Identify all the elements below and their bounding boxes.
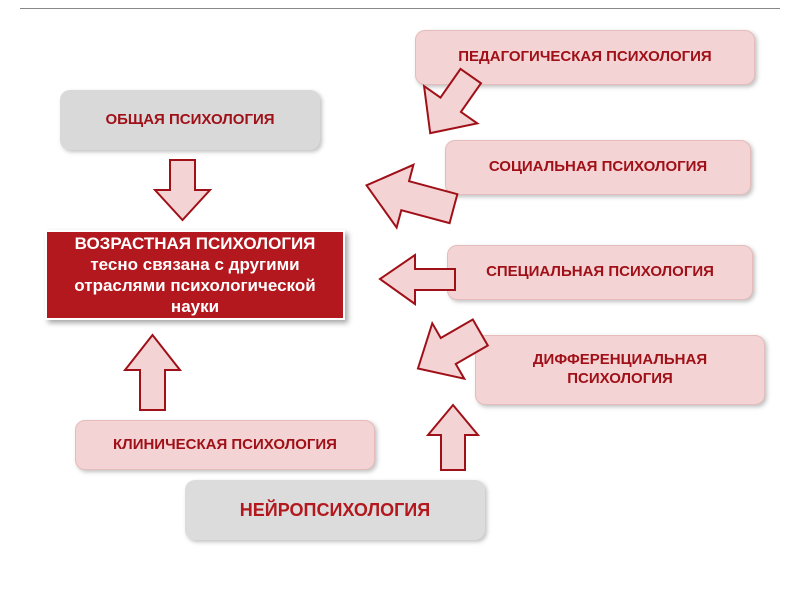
node-general: ОБЩАЯ ПСИХОЛОГИЯ <box>60 90 320 150</box>
node-general-label: ОБЩАЯ ПСИХОЛОГИЯ <box>105 111 274 130</box>
arrow-social-icon <box>365 160 455 235</box>
node-clinical-label: КЛИНИЧЕСКАЯ ПСИХОЛОГИЯ <box>113 436 337 455</box>
node-differential: ДИФФЕРЕНЦИАЛЬНАЯ ПСИХОЛОГИЯ <box>475 335 765 405</box>
arrow-general-down-icon <box>155 160 210 220</box>
arrow-differential-icon <box>410 310 490 390</box>
arrow-neuro-up-icon <box>428 405 478 470</box>
node-special: СПЕЦИАЛЬНАЯ ПСИХОЛОГИЯ <box>447 245 753 300</box>
arrow-special-icon <box>380 252 455 307</box>
node-pedagogical-label: ПЕДАГОГИЧЕСКАЯ ПСИХОЛОГИЯ <box>458 48 711 67</box>
node-center: ВОЗРАСТНАЯ ПСИХОЛОГИЯ тесно связана с др… <box>45 230 345 320</box>
arrow-pedagogical-icon <box>410 60 495 145</box>
node-neuro-label: НЕЙРОПСИХОЛОГИЯ <box>240 499 430 522</box>
node-special-label: СПЕЦИАЛЬНАЯ ПСИХОЛОГИЯ <box>486 263 714 282</box>
node-neuro: НЕЙРОПСИХОЛОГИЯ <box>185 480 485 540</box>
node-center-label: ВОЗРАСТНАЯ ПСИХОЛОГИЯ тесно связана с др… <box>57 233 333 318</box>
top-divider <box>20 8 780 9</box>
node-social: СОЦИАЛЬНАЯ ПСИХОЛОГИЯ <box>445 140 751 195</box>
node-differential-label: ДИФФЕРЕНЦИАЛЬНАЯ ПСИХОЛОГИЯ <box>486 351 754 389</box>
arrow-clinical-up-icon <box>125 335 180 410</box>
node-social-label: СОЦИАЛЬНАЯ ПСИХОЛОГИЯ <box>489 158 707 177</box>
node-clinical: КЛИНИЧЕСКАЯ ПСИХОЛОГИЯ <box>75 420 375 470</box>
